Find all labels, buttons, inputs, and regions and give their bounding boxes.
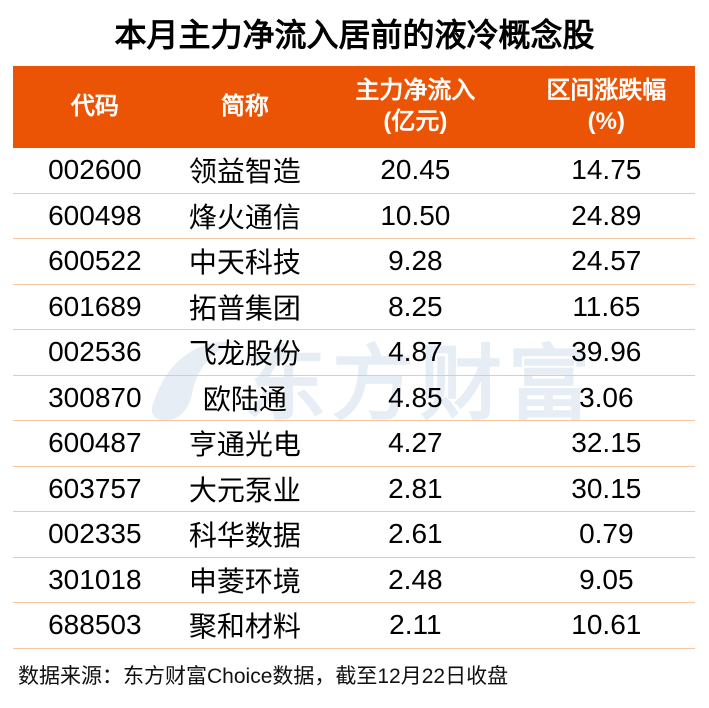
stock-code-cell: 002335	[48, 518, 142, 550]
stock-name-cell: 大元泵业	[188, 474, 301, 506]
table-row: 600522 中天科技 9.28 24.57	[13, 239, 695, 285]
stock-code-cell: 002536	[48, 336, 142, 368]
inflow-cell: 8.25	[388, 290, 443, 322]
watermark-text: 东方财富	[244, 338, 597, 430]
table-header: 代码 简称 主力净流入 (亿元) 区间涨跌幅 (%)	[13, 66, 695, 148]
table-row: 002600 领益智造 20.45 14.75	[13, 148, 695, 194]
change-cell: 39.96	[571, 336, 642, 368]
col-header-inflow: 主力净流入 (亿元)	[313, 76, 518, 137]
table-row: 300870 欧陆通 4.85 3.06	[13, 376, 695, 421]
change-cell: 11.65	[572, 290, 641, 322]
table-body: 002600 领益智造 20.45 14.75 600498 烽火通信 10.5…	[13, 148, 695, 649]
table-row: 301018 申菱环境 2.48 9.05	[13, 558, 695, 603]
change-cell: 32.15	[571, 427, 642, 459]
table-row: 603757 大元泵业 2.81 30.15	[13, 467, 695, 512]
stock-table: 代码 简称 主力净流入 (亿元) 区间涨跌幅 (%) 002600 领益智造 2…	[13, 66, 695, 649]
col-header-code: 代码	[13, 92, 177, 123]
stock-code-cell: 603757	[48, 472, 142, 504]
col-header-change-line2: (%)	[587, 108, 625, 135]
stock-code-cell: 600487	[48, 427, 142, 459]
change-cell: 9.05	[579, 563, 634, 595]
table-row: 002536 飞龙股份 4.87 39.96	[13, 330, 695, 376]
inflow-cell: 4.85	[388, 381, 443, 413]
inflow-cell: 2.81	[388, 472, 443, 504]
inflow-cell: 2.48	[388, 563, 443, 595]
inflow-cell: 2.61	[388, 518, 443, 550]
change-cell: 10.61	[571, 609, 642, 641]
inflow-cell: 10.50	[380, 199, 451, 231]
table-row: 600498 烽火通信 10.50 24.89	[13, 194, 695, 239]
stock-name-cell: 欧陆通	[202, 383, 287, 415]
stock-name-cell: 领益智造	[188, 156, 301, 188]
col-header-name-line1: 简称	[220, 92, 269, 120]
change-cell: 30.15	[571, 472, 642, 504]
eastmoney-logo-icon	[146, 334, 238, 435]
stock-name-cell: 聚和材料	[188, 611, 301, 643]
table-row: 600487 亨通光电 4.27 32.15	[13, 421, 695, 467]
stock-name-cell: 拓普集团	[188, 292, 301, 324]
stock-name-cell: 亨通光电	[188, 429, 301, 461]
stock-code-cell: 600498	[48, 199, 142, 231]
change-cell: 14.75	[571, 154, 642, 186]
inflow-cell: 9.28	[388, 245, 443, 277]
stock-code-cell: 301018	[48, 563, 142, 595]
stock-code-cell: 002600	[48, 154, 142, 186]
stock-name-cell: 中天科技	[188, 247, 301, 279]
watermark: 东方财富	[146, 334, 596, 435]
col-header-inflow-line1: 主力净流入	[355, 77, 476, 105]
stock-name-cell: 烽火通信	[188, 201, 301, 233]
inflow-cell: 20.45	[380, 154, 451, 186]
table-row: 002335 科华数据 2.61 0.79	[13, 512, 695, 558]
page-title: 本月主力净流入居前的液冷概念股	[114, 17, 595, 53]
data-source-note: 数据来源：东方财富Choice数据，截至12月22日收盘	[18, 665, 509, 688]
stock-code-cell: 600522	[48, 245, 142, 277]
col-header-name: 简称	[177, 92, 313, 123]
change-cell: 24.89	[571, 199, 642, 231]
col-header-change: 区间涨跌幅 (%)	[518, 76, 695, 137]
stock-code-cell: 688503	[48, 609, 142, 641]
stock-name-cell: 飞龙股份	[188, 338, 301, 370]
change-cell: 24.57	[571, 245, 642, 277]
stock-name-cell: 申菱环境	[188, 565, 301, 597]
table-row: 688503 聚和材料 2.11 10.61	[13, 603, 695, 649]
col-header-inflow-line2: (亿元)	[383, 108, 448, 135]
table-row: 601689 拓普集团 8.25 11.65	[13, 285, 695, 330]
col-header-change-line1: 区间涨跌幅	[546, 77, 667, 105]
stock-name-cell: 科华数据	[188, 520, 301, 552]
inflow-cell: 4.87	[388, 336, 443, 368]
change-cell: 3.06	[579, 381, 634, 413]
inflow-cell: 2.11	[389, 609, 442, 641]
change-cell: 0.79	[579, 518, 634, 550]
stock-code-cell: 300870	[48, 381, 142, 413]
inflow-cell: 4.27	[388, 427, 443, 459]
col-header-code-line1: 代码	[70, 92, 119, 120]
stock-code-cell: 601689	[48, 290, 142, 322]
